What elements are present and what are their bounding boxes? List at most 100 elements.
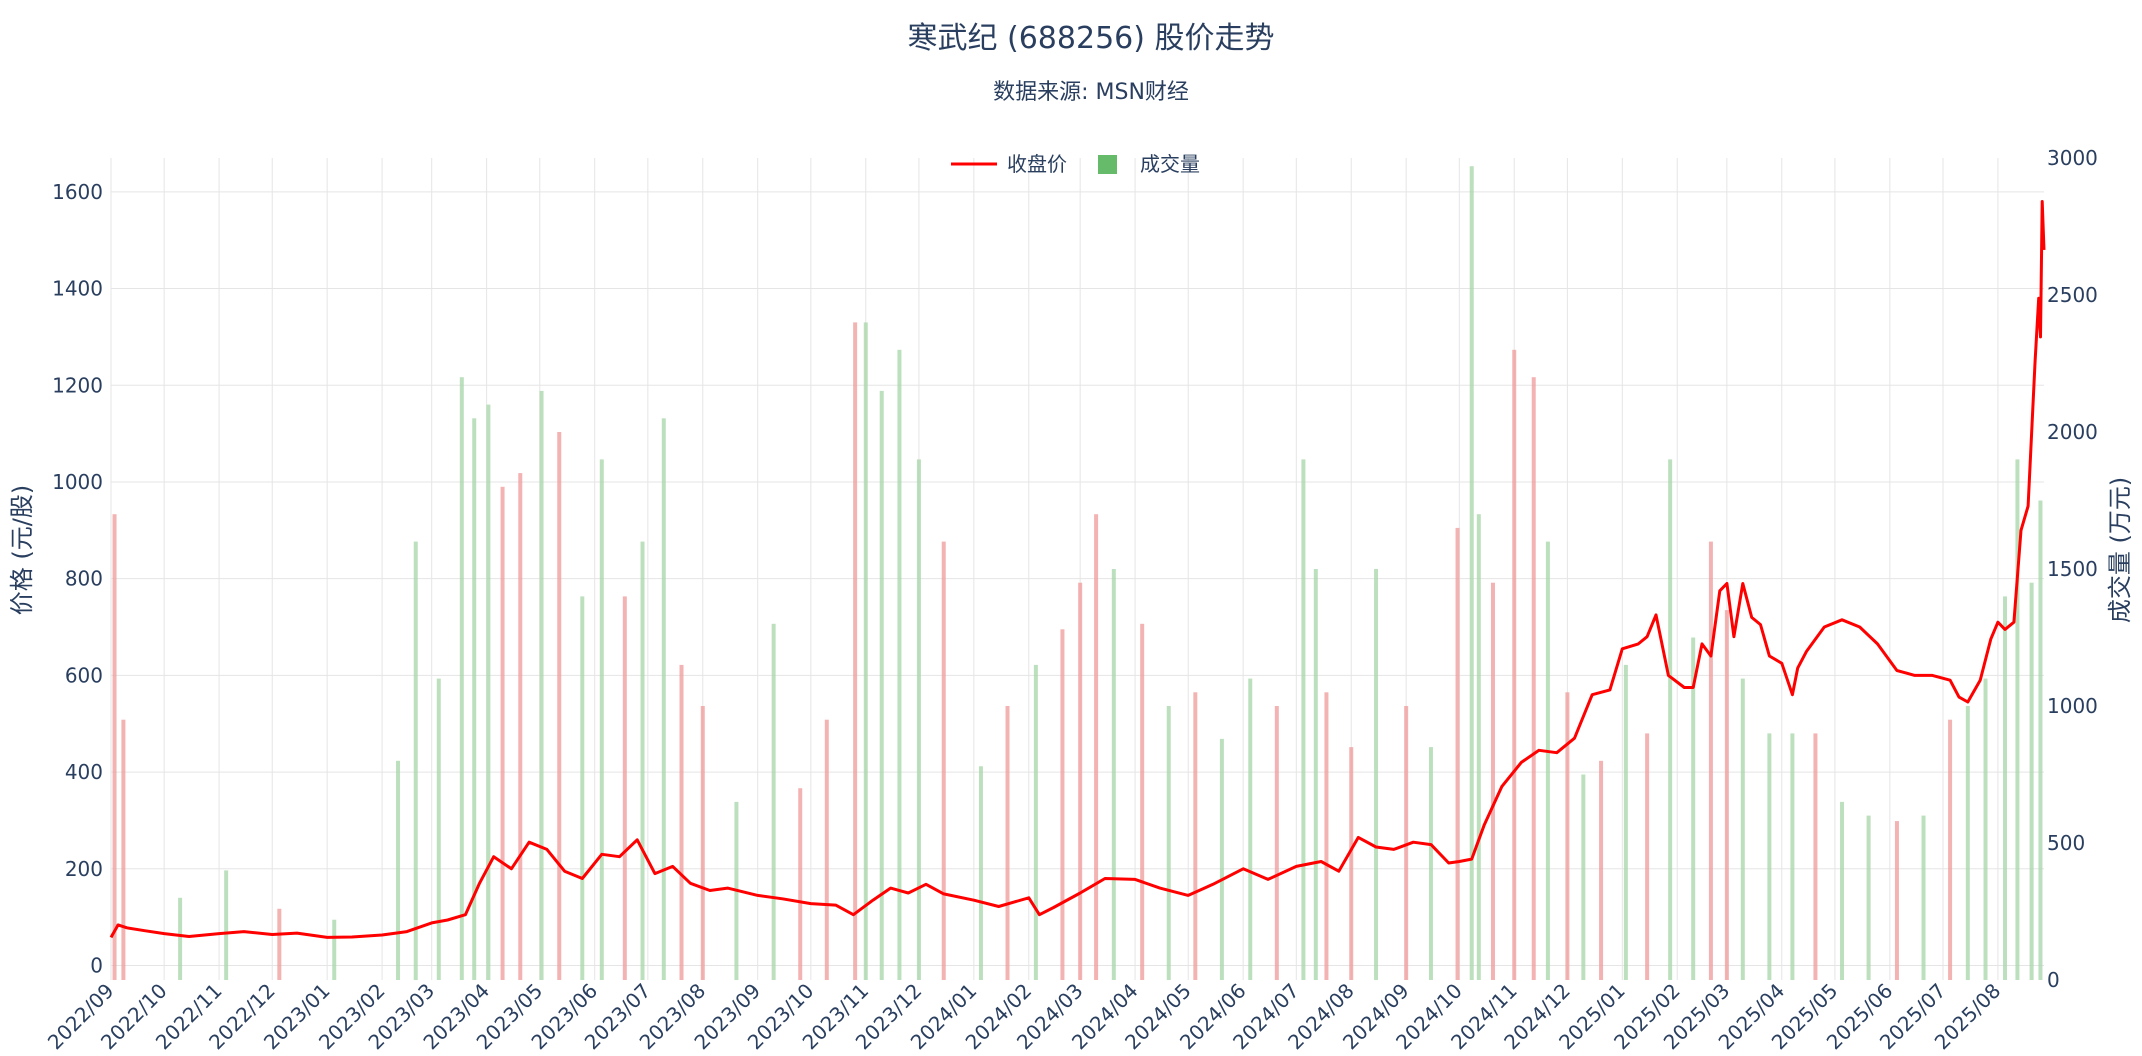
legend-label-close[interactable]: 收盘价 bbox=[1007, 152, 1067, 176]
volume-bar bbox=[1983, 678, 1988, 980]
volume-bar bbox=[599, 459, 604, 980]
volume-bar bbox=[1545, 541, 1550, 980]
volume-bar bbox=[436, 678, 441, 980]
volume-bar bbox=[1469, 166, 1474, 981]
volume-bar bbox=[1219, 738, 1224, 980]
y-tick-label: 1000 bbox=[52, 470, 103, 494]
volume-bar bbox=[1248, 678, 1253, 980]
price-line-layer bbox=[109, 200, 2046, 939]
volume-bar bbox=[500, 486, 505, 980]
y-axis-left: 0 200 400 600 800 1000 1200 1400 1600 bbox=[52, 180, 103, 978]
volume-bar bbox=[1724, 610, 1729, 980]
volume-bar bbox=[396, 760, 401, 980]
volume-bar bbox=[1033, 664, 1038, 980]
volume-bar bbox=[486, 404, 491, 981]
volume-bar bbox=[679, 664, 684, 980]
volume-bar bbox=[1193, 692, 1198, 980]
volume-bar bbox=[1965, 706, 1970, 980]
y-tick-label: 1200 bbox=[52, 373, 103, 397]
volume-bar bbox=[1078, 582, 1083, 980]
volume-bar bbox=[1301, 459, 1306, 980]
volume-bar bbox=[459, 377, 464, 980]
y2-tick-label: 2500 bbox=[2047, 283, 2098, 307]
volume-bar bbox=[332, 919, 337, 980]
volume-bar bbox=[1531, 377, 1536, 980]
y2-tick-label: 3000 bbox=[2047, 146, 2098, 170]
y-tick-label: 0 bbox=[90, 953, 103, 977]
volume-bar bbox=[1565, 692, 1570, 980]
volume-bar bbox=[1767, 733, 1772, 980]
volume-bar bbox=[879, 390, 884, 980]
volume-bar bbox=[1691, 637, 1696, 980]
volume-bar bbox=[771, 623, 776, 980]
volume-bar bbox=[2029, 582, 2034, 980]
x-axis: 2022/092022/102022/112022/122023/012023/… bbox=[43, 979, 2006, 1055]
volume-bar bbox=[1313, 569, 1318, 980]
volume-bar bbox=[1894, 821, 1899, 980]
volume-bar bbox=[1740, 678, 1745, 980]
volume-bar bbox=[1790, 733, 1795, 980]
volume-bar bbox=[700, 706, 705, 980]
volume-bar bbox=[1274, 706, 1279, 980]
legend-label-volume[interactable]: 成交量 bbox=[1140, 152, 1200, 176]
chart-title: 寒武纪 (688256) 股价走势 bbox=[907, 21, 1274, 56]
volume-bar bbox=[539, 390, 544, 980]
volume-bar bbox=[863, 322, 868, 980]
volume-bar bbox=[1948, 719, 1953, 980]
y-axis-title: 价格 (元/股) bbox=[8, 485, 36, 615]
volume-bar bbox=[1324, 692, 1329, 980]
chart-subtitle: 数据来源: MSN财经 bbox=[993, 80, 1189, 105]
volume-bar bbox=[916, 459, 921, 980]
volume-bar bbox=[661, 418, 666, 980]
volume-bar bbox=[622, 596, 627, 980]
volume-bars bbox=[112, 166, 2043, 981]
grid bbox=[110, 158, 2044, 980]
volume-bar bbox=[1581, 774, 1586, 980]
volume-bar bbox=[224, 870, 229, 980]
y-tick-label: 1600 bbox=[52, 180, 103, 204]
volume-bar bbox=[1813, 733, 1818, 980]
volume-bar bbox=[1921, 815, 1926, 980]
volume-bar bbox=[2003, 596, 2008, 980]
volume-bar bbox=[1490, 582, 1495, 980]
volume-bar bbox=[1428, 747, 1433, 980]
legend[interactable]: 收盘价 成交量 bbox=[951, 152, 1200, 176]
y-tick-label: 600 bbox=[65, 663, 103, 687]
volume-bar bbox=[413, 541, 418, 980]
volume-bar bbox=[978, 766, 983, 980]
volume-bar bbox=[1374, 569, 1379, 980]
y-tick-label: 400 bbox=[65, 760, 103, 784]
y-tick-label: 1400 bbox=[52, 277, 103, 301]
volume-bar bbox=[941, 541, 946, 980]
volume-bar bbox=[580, 596, 585, 980]
y2-tick-label: 2000 bbox=[2047, 420, 2098, 444]
y-tick-label: 800 bbox=[65, 567, 103, 591]
y2-tick-label: 1000 bbox=[2047, 694, 2098, 718]
legend-bar-swatch bbox=[1098, 155, 1117, 174]
volume-bar bbox=[1094, 514, 1099, 980]
volume-bar bbox=[1599, 760, 1604, 980]
volume-bar bbox=[1349, 747, 1354, 980]
volume-bar bbox=[1111, 569, 1116, 980]
volume-bar bbox=[1668, 459, 1673, 980]
volume-bar bbox=[178, 897, 183, 980]
y2-tick-label: 1500 bbox=[2047, 557, 2098, 581]
volume-bar bbox=[1840, 801, 1845, 980]
volume-bar bbox=[277, 908, 282, 980]
volume-bar bbox=[1623, 664, 1628, 980]
volume-bar bbox=[557, 432, 562, 980]
volume-bar bbox=[640, 541, 645, 980]
volume-bar bbox=[1166, 706, 1171, 980]
volume-bar bbox=[1455, 527, 1460, 980]
volume-bar bbox=[1476, 514, 1481, 980]
volume-bar bbox=[518, 473, 523, 980]
volume-bar bbox=[1645, 733, 1650, 980]
price-line[interactable] bbox=[109, 200, 2046, 939]
y2-tick-label: 0 bbox=[2047, 968, 2060, 992]
volume-bar bbox=[1140, 623, 1145, 980]
volume-bar bbox=[121, 719, 126, 980]
volume-bar bbox=[1404, 706, 1409, 980]
volume-bar bbox=[1005, 706, 1010, 980]
volume-bar bbox=[1512, 349, 1517, 980]
